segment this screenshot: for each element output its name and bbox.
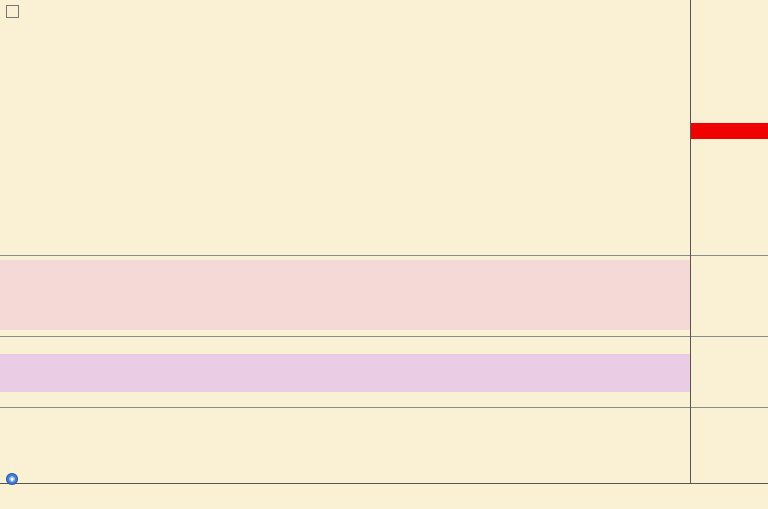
stoch-overbought-oversold-band xyxy=(0,354,690,392)
pane-separator-stoch-macd[interactable] xyxy=(0,407,768,408)
price-axis-border xyxy=(690,0,691,483)
pane-separator-rsi-stoch[interactable] xyxy=(0,336,768,337)
legend-collapse-button[interactable] xyxy=(6,5,19,18)
macd-legend-row xyxy=(8,420,33,435)
pane-collapse-icon[interactable]: ◉ xyxy=(6,473,18,485)
stoch-legend-row xyxy=(8,342,26,357)
pane-separator-main-rsi[interactable] xyxy=(0,255,768,256)
rsi-overbought-oversold-band xyxy=(0,260,690,330)
chart-legend-header xyxy=(6,5,71,18)
time-axis-border xyxy=(0,483,768,484)
rsi-legend-row xyxy=(8,264,19,279)
last-price-badge xyxy=(691,123,768,139)
